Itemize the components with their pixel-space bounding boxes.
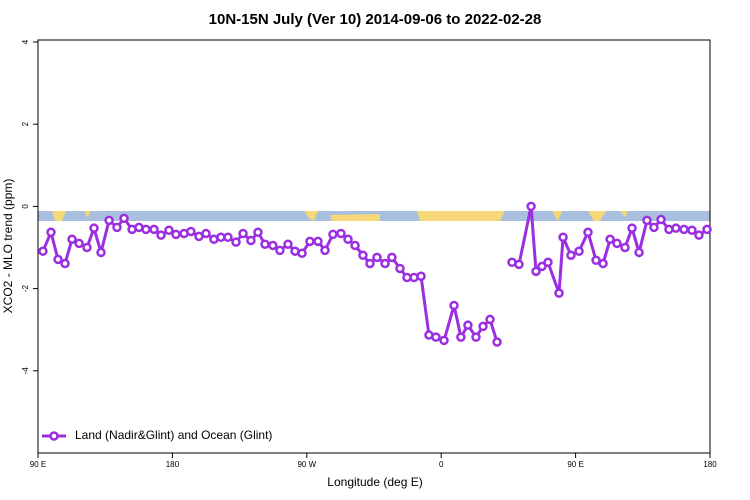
data-point [395, 263, 405, 274]
data-point [186, 226, 196, 237]
data-point [671, 223, 681, 233]
data-point [231, 237, 241, 247]
data-point [46, 227, 56, 238]
data-point [336, 228, 346, 239]
data-point [67, 234, 77, 245]
data-point [627, 223, 637, 233]
data-point [439, 335, 449, 346]
data-point [416, 271, 426, 282]
data-point [328, 229, 338, 240]
data-point [350, 240, 360, 251]
data-point [574, 246, 584, 256]
data-point [598, 258, 608, 269]
data-point [649, 222, 659, 233]
x-axis-label: Longitude (deg E) [327, 475, 422, 489]
data-point [463, 320, 473, 330]
x-tick-label: 180 [703, 460, 717, 469]
data-point [275, 245, 285, 256]
data-point [223, 232, 233, 242]
data-point [492, 337, 502, 347]
data-point [141, 224, 151, 235]
y-tick-label: 0 [21, 204, 30, 209]
x-tick-label: 90 E [567, 460, 583, 469]
y-tick-label: 2 [21, 121, 30, 126]
data-point [313, 236, 323, 247]
y-tick-label: 4 [21, 39, 30, 44]
data-point [283, 239, 293, 249]
x-tick-label: 90 W [297, 460, 316, 469]
data-point [238, 228, 248, 239]
data-point [53, 254, 63, 265]
data-point [149, 224, 159, 235]
data-point [456, 332, 466, 342]
data-point [694, 230, 704, 240]
data-point [543, 257, 553, 268]
data-point [38, 246, 48, 256]
data-point [60, 258, 70, 269]
data-point [96, 247, 106, 258]
data-point [164, 225, 174, 235]
data-point [380, 258, 390, 269]
data-point [305, 236, 315, 247]
y-tick-label: -4 [21, 367, 30, 375]
data-point [620, 242, 630, 253]
data-point [253, 227, 263, 238]
data-point [537, 261, 547, 272]
data-point [246, 235, 256, 246]
data-point [112, 222, 122, 233]
y-axis-label: XCO2 - MLO trend (ppm) [1, 179, 15, 314]
data-point [156, 230, 166, 240]
data-point [74, 238, 84, 249]
data-point [119, 213, 129, 224]
data-point [260, 239, 270, 249]
data-point [558, 232, 568, 242]
data-point [591, 255, 601, 265]
legend-marker [49, 431, 59, 441]
data-point [583, 227, 593, 238]
data-point [365, 258, 375, 269]
surface-strip [38, 211, 710, 221]
data-point [104, 215, 114, 226]
data-point [526, 201, 536, 212]
data-point [702, 224, 712, 235]
data-point [82, 242, 92, 253]
data-point [656, 214, 666, 225]
data-point [449, 300, 459, 311]
data-point [201, 228, 211, 239]
y-tick-label: -2 [21, 284, 30, 292]
data-point [268, 240, 278, 251]
data-point [612, 238, 622, 249]
data-point [531, 266, 541, 277]
data-point [387, 252, 397, 263]
data-point [358, 250, 368, 261]
chart-title: 10N-15N July (Ver 10) 2014-09-06 to 2022… [209, 11, 542, 28]
data-point [566, 250, 576, 261]
data-point [297, 248, 307, 259]
data-point [431, 332, 441, 342]
data-point [485, 314, 495, 325]
data-point [343, 234, 353, 245]
data-point [679, 224, 689, 235]
x-tick-label: 0 [439, 460, 444, 469]
data-point [171, 229, 181, 240]
data-point [320, 245, 330, 256]
data-point [514, 259, 524, 270]
x-tick-label: 90 E [30, 460, 46, 469]
data-point [372, 252, 382, 263]
data-point [642, 215, 652, 226]
data-point [634, 247, 644, 258]
data-point [605, 234, 615, 245]
data-point [687, 225, 697, 235]
data-point [471, 332, 481, 342]
x-tick-label: 180 [166, 460, 180, 469]
data-point [89, 223, 99, 233]
data-point [478, 321, 488, 332]
data-point [554, 288, 564, 298]
legend-label: Land (Nadir&Glint) and Ocean (Glint) [75, 428, 272, 442]
plot-frame [37, 39, 711, 454]
